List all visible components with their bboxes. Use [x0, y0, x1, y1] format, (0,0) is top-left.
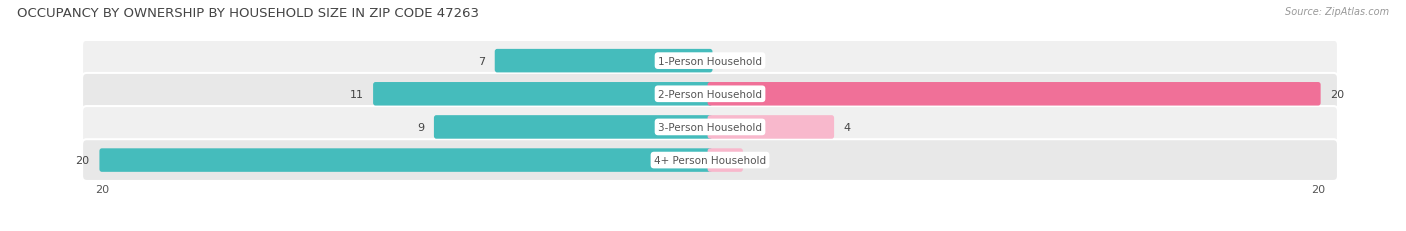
FancyBboxPatch shape — [373, 83, 713, 106]
Text: 20: 20 — [1330, 89, 1344, 99]
FancyBboxPatch shape — [100, 149, 713, 172]
FancyBboxPatch shape — [82, 74, 1339, 115]
FancyBboxPatch shape — [495, 50, 713, 73]
FancyBboxPatch shape — [434, 116, 713, 139]
Text: OCCUPANCY BY OWNERSHIP BY HOUSEHOLD SIZE IN ZIP CODE 47263: OCCUPANCY BY OWNERSHIP BY HOUSEHOLD SIZE… — [17, 7, 479, 20]
FancyBboxPatch shape — [82, 140, 1339, 181]
Text: 1: 1 — [752, 155, 759, 165]
Text: 0: 0 — [723, 56, 730, 66]
FancyBboxPatch shape — [707, 149, 742, 172]
Text: 20: 20 — [76, 155, 90, 165]
Text: 11: 11 — [349, 89, 363, 99]
Text: 2-Person Household: 2-Person Household — [658, 89, 762, 99]
Text: 4: 4 — [844, 122, 851, 132]
FancyBboxPatch shape — [82, 106, 1339, 148]
Text: 4+ Person Household: 4+ Person Household — [654, 155, 766, 165]
Text: 9: 9 — [418, 122, 425, 132]
FancyBboxPatch shape — [707, 83, 1320, 106]
Text: Source: ZipAtlas.com: Source: ZipAtlas.com — [1285, 7, 1389, 17]
FancyBboxPatch shape — [82, 41, 1339, 82]
Text: 3-Person Household: 3-Person Household — [658, 122, 762, 132]
Text: 1-Person Household: 1-Person Household — [658, 56, 762, 66]
Text: 7: 7 — [478, 56, 485, 66]
FancyBboxPatch shape — [707, 116, 834, 139]
